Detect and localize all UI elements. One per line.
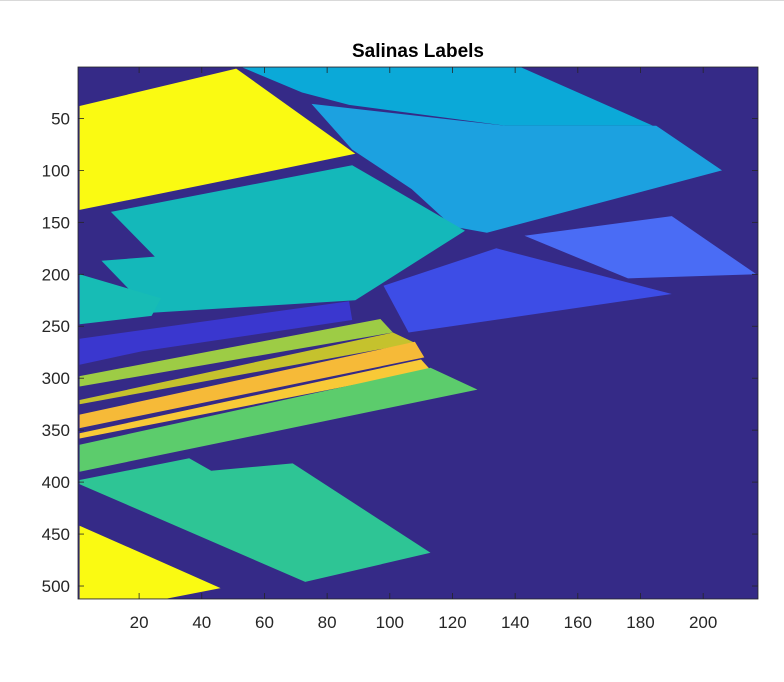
class-region-13	[524, 216, 757, 279]
class-region-2	[79, 525, 221, 599]
x-tick-label: 160	[564, 613, 592, 632]
y-tick-label: 450	[42, 525, 70, 544]
x-tick-label: 180	[626, 613, 654, 632]
chart-title: Salinas Labels	[352, 41, 484, 62]
y-tick-label: 150	[42, 213, 70, 232]
y-tick-label: 200	[42, 265, 70, 284]
y-axis-ticks: 50 100 150 200 250 300 350 400 450 500	[42, 109, 758, 596]
axes-box	[77, 66, 759, 600]
class-region-9	[79, 319, 393, 387]
y-tick-label: 300	[42, 369, 70, 388]
x-tick-label: 80	[318, 613, 337, 632]
x-tick-label: 200	[689, 613, 717, 632]
class-region-10	[79, 332, 415, 405]
y-tick-label: 250	[42, 317, 70, 336]
y-tick-label: 350	[42, 421, 70, 440]
class-region-6	[101, 165, 465, 313]
class-region-7	[79, 274, 161, 325]
class-region-11	[242, 67, 653, 126]
class-region-1	[79, 68, 356, 210]
x-tick-label: 120	[438, 613, 466, 632]
x-axis-ticks: 20 40 60 80 100 120 140 160 180 200	[130, 67, 717, 632]
class-region-8	[79, 301, 353, 365]
class-region-15	[79, 458, 431, 582]
y-tick-label: 100	[42, 161, 70, 180]
window-top-border	[0, 0, 784, 1]
y-tick-label: 400	[42, 473, 70, 492]
x-tick-label: 100	[376, 613, 404, 632]
class-region-12	[311, 103, 722, 233]
class-region-14	[383, 248, 672, 333]
x-tick-label: 60	[255, 613, 274, 632]
y-tick-label: 500	[42, 577, 70, 596]
class-region-3	[79, 341, 425, 429]
x-tick-label: 40	[192, 613, 211, 632]
class-region-5	[79, 367, 478, 472]
label-regions	[79, 67, 757, 599]
y-tick-label: 50	[51, 109, 70, 128]
x-tick-label: 140	[501, 613, 529, 632]
class-region-4	[79, 359, 431, 439]
x-tick-label: 20	[130, 613, 149, 632]
